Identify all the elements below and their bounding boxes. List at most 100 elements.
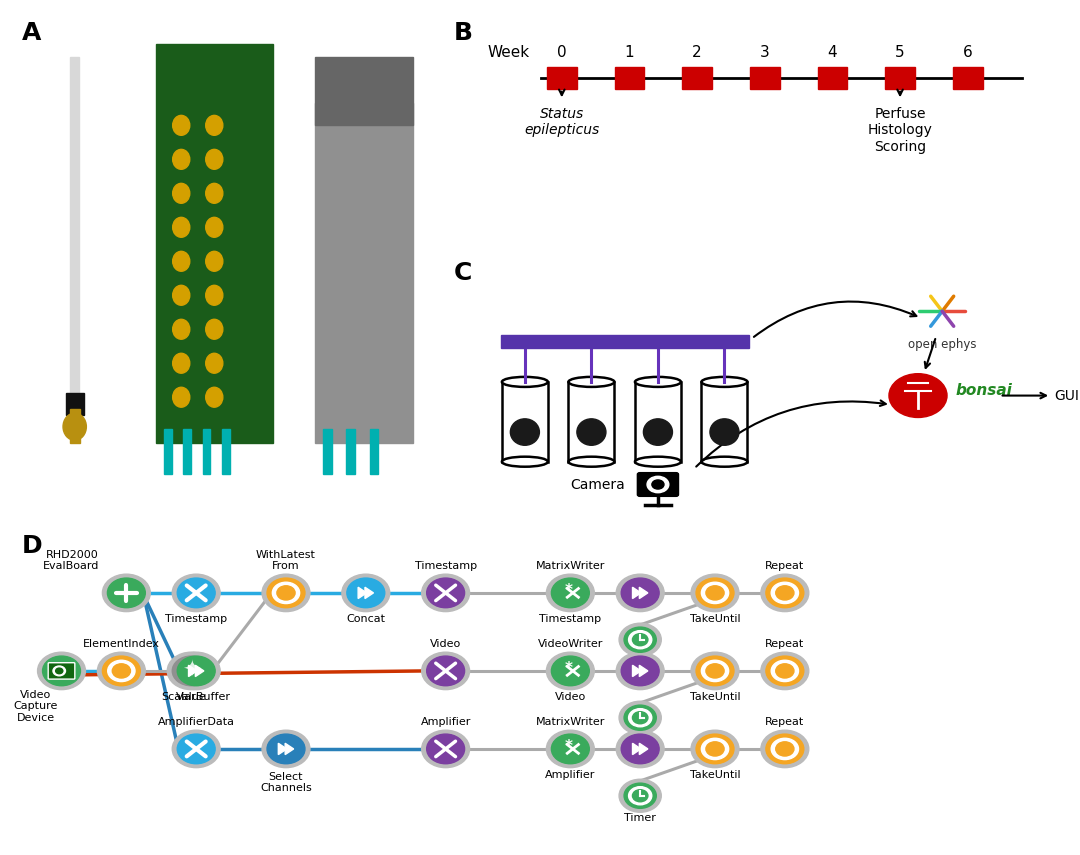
Polygon shape xyxy=(633,743,642,755)
Text: 4: 4 xyxy=(827,45,837,61)
Text: A: A xyxy=(22,21,41,45)
Text: Week: Week xyxy=(487,45,529,61)
Circle shape xyxy=(629,787,652,805)
Circle shape xyxy=(696,656,734,686)
Ellipse shape xyxy=(502,377,548,387)
Circle shape xyxy=(771,660,798,681)
Circle shape xyxy=(177,734,215,764)
Text: Timer: Timer xyxy=(624,735,657,746)
Text: *: * xyxy=(565,662,572,676)
FancyBboxPatch shape xyxy=(502,382,548,462)
Text: Status
epilepticus: Status epilepticus xyxy=(524,107,599,138)
Circle shape xyxy=(761,575,809,611)
Ellipse shape xyxy=(568,457,615,467)
Text: Repeat: Repeat xyxy=(766,717,805,728)
Circle shape xyxy=(63,413,86,440)
Text: MatrixWriter: MatrixWriter xyxy=(536,562,605,571)
Text: *: * xyxy=(565,583,572,598)
Circle shape xyxy=(172,656,211,686)
Bar xyxy=(222,429,230,475)
Circle shape xyxy=(621,734,659,764)
Circle shape xyxy=(696,578,734,608)
Circle shape xyxy=(262,730,310,768)
Circle shape xyxy=(205,183,222,203)
Circle shape xyxy=(177,578,215,608)
Text: Camera: Camera xyxy=(570,477,624,492)
Circle shape xyxy=(267,578,305,608)
Circle shape xyxy=(766,578,804,608)
Bar xyxy=(315,57,413,126)
Text: Perfuse
Histology
Scoring: Perfuse Histology Scoring xyxy=(867,107,932,154)
Text: open ephys: open ephys xyxy=(908,338,976,351)
Bar xyxy=(315,103,413,443)
Bar xyxy=(501,335,748,348)
Circle shape xyxy=(775,742,794,756)
Circle shape xyxy=(766,656,804,686)
Text: Value: Value xyxy=(176,693,206,702)
Circle shape xyxy=(546,730,594,768)
Text: bonsai: bonsai xyxy=(956,382,1012,398)
Circle shape xyxy=(629,631,652,649)
Circle shape xyxy=(647,476,669,492)
Circle shape xyxy=(621,656,659,686)
Circle shape xyxy=(342,575,390,611)
Circle shape xyxy=(546,652,594,690)
Circle shape xyxy=(621,578,659,608)
Text: TakeUntil: TakeUntil xyxy=(690,615,740,624)
Circle shape xyxy=(761,730,809,768)
Polygon shape xyxy=(359,587,367,598)
Circle shape xyxy=(617,730,664,768)
Circle shape xyxy=(173,217,190,238)
Ellipse shape xyxy=(635,377,680,387)
Ellipse shape xyxy=(710,419,739,445)
Text: Select
Channels: Select Channels xyxy=(260,771,312,793)
Circle shape xyxy=(546,575,594,611)
Circle shape xyxy=(107,578,146,608)
Bar xyxy=(347,429,355,475)
Circle shape xyxy=(112,663,131,678)
Circle shape xyxy=(633,790,648,802)
Circle shape xyxy=(624,783,657,808)
Circle shape xyxy=(108,660,135,681)
Ellipse shape xyxy=(568,377,615,387)
Polygon shape xyxy=(189,665,197,676)
Polygon shape xyxy=(639,743,648,755)
Circle shape xyxy=(701,582,729,604)
Circle shape xyxy=(205,353,222,374)
Circle shape xyxy=(619,623,661,656)
Circle shape xyxy=(173,353,190,374)
Text: ✦: ✦ xyxy=(181,661,201,681)
Ellipse shape xyxy=(702,377,747,387)
Circle shape xyxy=(205,217,222,238)
Bar xyxy=(66,392,83,416)
Polygon shape xyxy=(365,587,374,598)
Circle shape xyxy=(172,730,220,768)
Circle shape xyxy=(56,668,63,674)
Circle shape xyxy=(552,578,590,608)
Text: TakeUntil: TakeUntil xyxy=(690,693,740,702)
Text: ScalarBuffer: ScalarBuffer xyxy=(162,693,231,702)
Circle shape xyxy=(701,738,729,759)
Text: 1: 1 xyxy=(624,45,634,61)
Circle shape xyxy=(421,730,470,768)
Circle shape xyxy=(427,578,464,608)
Text: 2: 2 xyxy=(692,45,702,61)
Text: ElementIndex: ElementIndex xyxy=(83,640,160,650)
Circle shape xyxy=(173,286,190,305)
Polygon shape xyxy=(633,665,642,676)
Polygon shape xyxy=(279,743,287,755)
Circle shape xyxy=(172,652,220,690)
Text: Video: Video xyxy=(555,693,586,702)
Text: C: C xyxy=(454,261,472,285)
Bar xyxy=(886,67,915,89)
Text: Amplifier: Amplifier xyxy=(545,770,595,781)
Circle shape xyxy=(889,374,947,417)
Circle shape xyxy=(617,575,664,611)
Circle shape xyxy=(427,656,464,686)
Circle shape xyxy=(205,286,222,305)
Bar xyxy=(323,429,332,475)
Text: GUI: GUI xyxy=(1054,388,1079,403)
Bar xyxy=(164,429,172,475)
Circle shape xyxy=(276,586,295,600)
Circle shape xyxy=(624,627,657,652)
